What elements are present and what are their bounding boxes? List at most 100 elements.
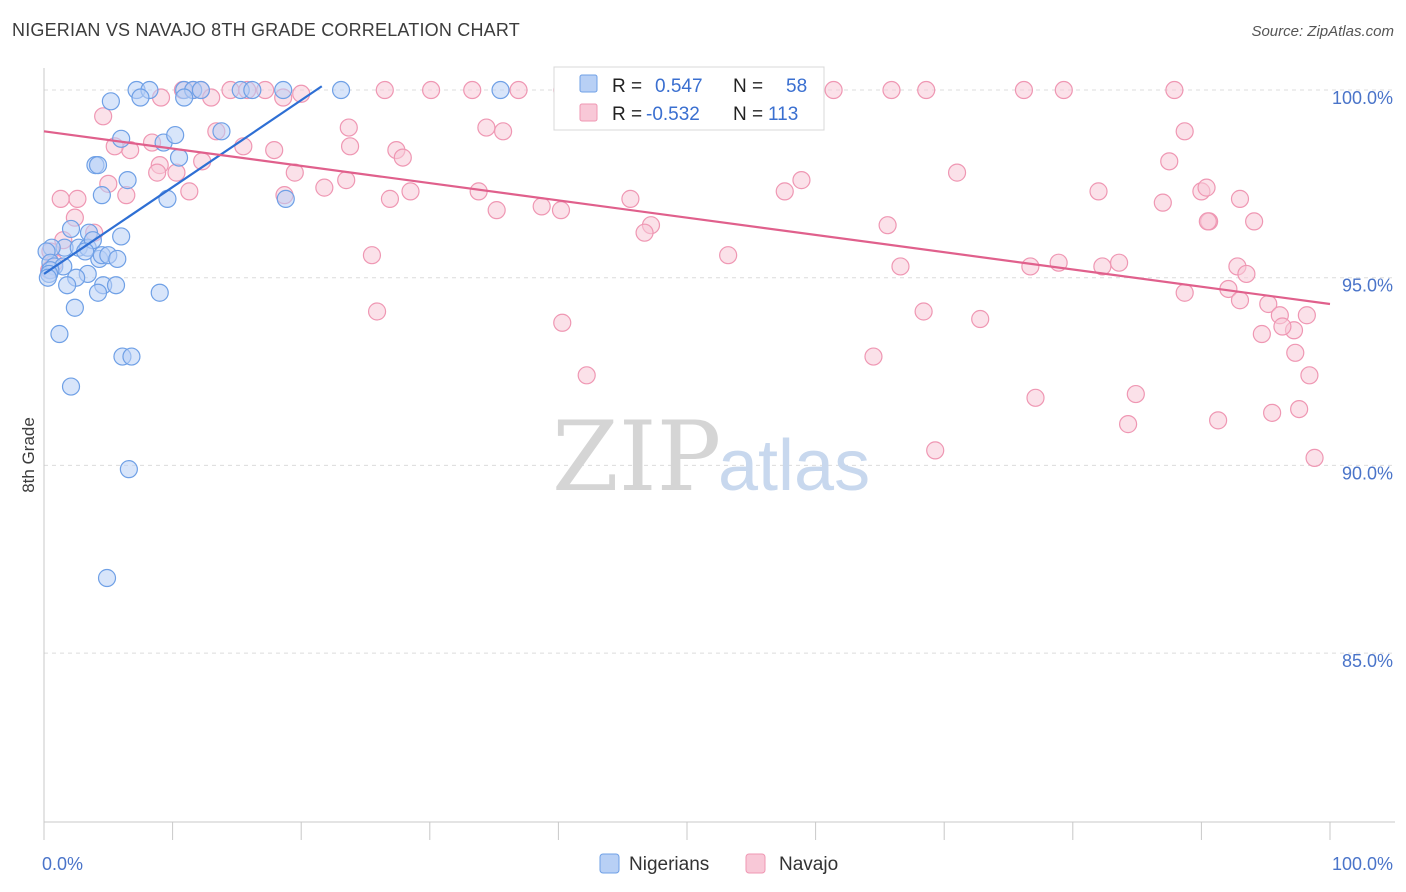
navajo-point <box>532 197 551 216</box>
navajo-point <box>914 302 933 321</box>
navajo-point <box>339 118 358 137</box>
navajo-point <box>792 171 811 190</box>
navajo-point <box>1153 193 1172 212</box>
watermark: ZIP atlas <box>552 401 870 513</box>
navajo-point <box>401 182 420 201</box>
navajo-point <box>509 80 528 100</box>
nigerian-point <box>38 268 57 287</box>
axes <box>43 68 1395 840</box>
nigerian-point <box>112 227 131 246</box>
navajo-point <box>117 186 136 205</box>
nigerian-point <box>191 80 210 100</box>
navajo-point <box>1252 324 1271 344</box>
x-tick-labels: 0.0% 100.0% <box>42 854 1393 874</box>
navajo-point <box>1305 448 1324 467</box>
nigerian-point <box>175 88 194 107</box>
nigerian-point <box>212 122 231 141</box>
nigerian-point <box>108 249 127 269</box>
nigerian-point <box>169 148 189 167</box>
chart-title: NIGERIAN VS NAVAJO 8TH GRADE CORRELATION… <box>12 20 520 40</box>
y-tick-label: 95.0% <box>1342 276 1393 296</box>
navajo-point <box>1089 182 1108 201</box>
x-tick-label-max: 100.0% <box>1332 854 1393 874</box>
gridlines <box>44 89 1395 654</box>
nigerian-point <box>50 324 69 344</box>
navajo-point <box>891 257 910 276</box>
navajo-point <box>1237 264 1256 284</box>
navajo-point <box>1197 178 1216 197</box>
navajo-point <box>1160 152 1179 171</box>
chart-source: Source: ZipAtlas.com <box>1251 23 1394 40</box>
navajo-point <box>1297 306 1316 325</box>
x-tick-label-min: 0.0% <box>42 854 83 874</box>
nigerian-point <box>92 186 111 205</box>
navajo-point <box>380 189 400 208</box>
nigerian-point <box>150 283 169 302</box>
nigerian-point <box>61 219 81 239</box>
stats-swatch-navajo <box>579 103 598 122</box>
y-axis-title: 8th Grade <box>19 417 38 493</box>
legend-label-nigerians[interactable]: Nigerians <box>629 854 709 875</box>
navajo-point <box>393 148 412 167</box>
y-tick-label: 85.0% <box>1342 651 1393 671</box>
navajo-point <box>265 140 284 160</box>
navajo-point <box>167 163 186 182</box>
navajo-point <box>1230 189 1250 208</box>
navajo-point <box>1198 212 1217 231</box>
navajo-point <box>1300 366 1319 385</box>
nigerian-point <box>118 171 137 190</box>
stats-n-value-nigerians: 58 <box>786 76 807 97</box>
nigerian-point <box>119 460 138 479</box>
legend-swatch-nigerians[interactable] <box>599 853 620 874</box>
navajo-point <box>971 309 990 329</box>
stats-n-value-navajo: 113 <box>768 104 798 125</box>
navajo-point <box>1209 411 1228 430</box>
legend-label-navajo[interactable]: Navajo <box>779 854 838 875</box>
nigerian-point <box>61 377 81 396</box>
stats-r-label-navajo: R = <box>612 104 642 125</box>
nigerian-point <box>131 88 150 107</box>
navajo-point <box>719 246 738 265</box>
navajo-point <box>315 178 334 197</box>
stats-swatch-nigerians <box>579 74 598 93</box>
navajo-point <box>1286 343 1305 362</box>
legend-swatch-navajo[interactable] <box>745 853 766 874</box>
navajo-point <box>1021 257 1040 276</box>
nigerian-point <box>274 80 293 100</box>
navajo-point <box>421 80 441 100</box>
navajo-point <box>337 171 356 190</box>
navajo-point <box>1109 253 1129 272</box>
watermark-zip: ZIP <box>552 401 721 513</box>
navajo-point <box>1230 291 1250 310</box>
nigerian-point <box>106 276 126 295</box>
nigerian-point <box>65 298 84 317</box>
nigerian-trendline <box>43 85 323 275</box>
nigerian-point <box>88 156 108 175</box>
navajo-point <box>375 80 394 100</box>
navajo-point <box>621 189 640 208</box>
nigerian-point <box>166 125 185 145</box>
watermark-atlas: atlas <box>718 426 870 506</box>
navajo-point <box>947 163 967 182</box>
nigerian-point <box>243 80 262 100</box>
navajo-point <box>1175 283 1194 302</box>
navajo-point <box>1126 384 1145 404</box>
navajo-trendline <box>43 130 1331 306</box>
navajo-point <box>1118 415 1138 434</box>
navajo-point <box>1273 317 1292 336</box>
navajo-point <box>68 189 87 208</box>
stats-r-value-navajo: -0.532 <box>646 104 700 125</box>
stats-box: R = 0.547 N = 58 R = -0.532 N = 113 <box>553 66 825 131</box>
legend: Nigerians Navajo <box>599 853 838 875</box>
trendlines <box>43 85 1331 306</box>
navajo-point <box>94 107 113 126</box>
nigerian-point <box>101 92 120 111</box>
stats-n-label-nigerians: N = <box>733 76 763 97</box>
nigerian-point <box>97 568 117 588</box>
navajo-point <box>882 80 901 100</box>
y-tick-labels: 85.0% 90.0% 95.0% 100.0% <box>1332 88 1393 671</box>
stats-r-value-nigerians: 0.547 <box>655 76 703 97</box>
navajo-point <box>1165 80 1184 100</box>
navajo-point <box>1263 403 1282 422</box>
